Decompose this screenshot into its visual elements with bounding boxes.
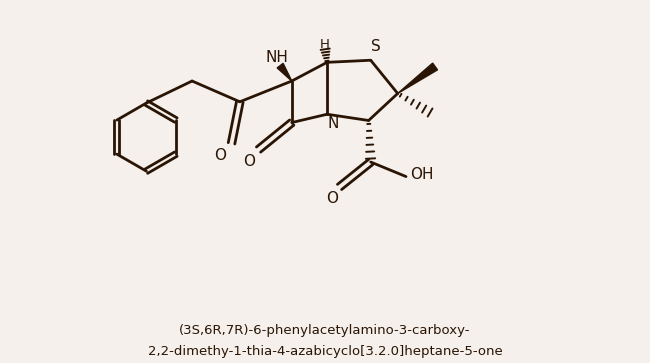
Text: H: H — [320, 38, 330, 52]
Text: NH: NH — [266, 50, 289, 65]
Text: O: O — [214, 148, 226, 163]
Text: N: N — [328, 116, 339, 131]
Text: O: O — [326, 191, 338, 206]
Text: O: O — [243, 154, 255, 169]
Text: (3S,6R,7R)-6-phenylacetylamino-3-carboxy-: (3S,6R,7R)-6-phenylacetylamino-3-carboxy… — [179, 324, 471, 337]
Polygon shape — [277, 64, 292, 81]
Polygon shape — [398, 63, 437, 94]
Text: OH: OH — [410, 167, 434, 182]
Text: S: S — [370, 39, 380, 54]
Text: 2,2-dimethy-1-thia-4-azabicyclo[3.2.0]heptane-5-one: 2,2-dimethy-1-thia-4-azabicyclo[3.2.0]he… — [148, 344, 502, 358]
